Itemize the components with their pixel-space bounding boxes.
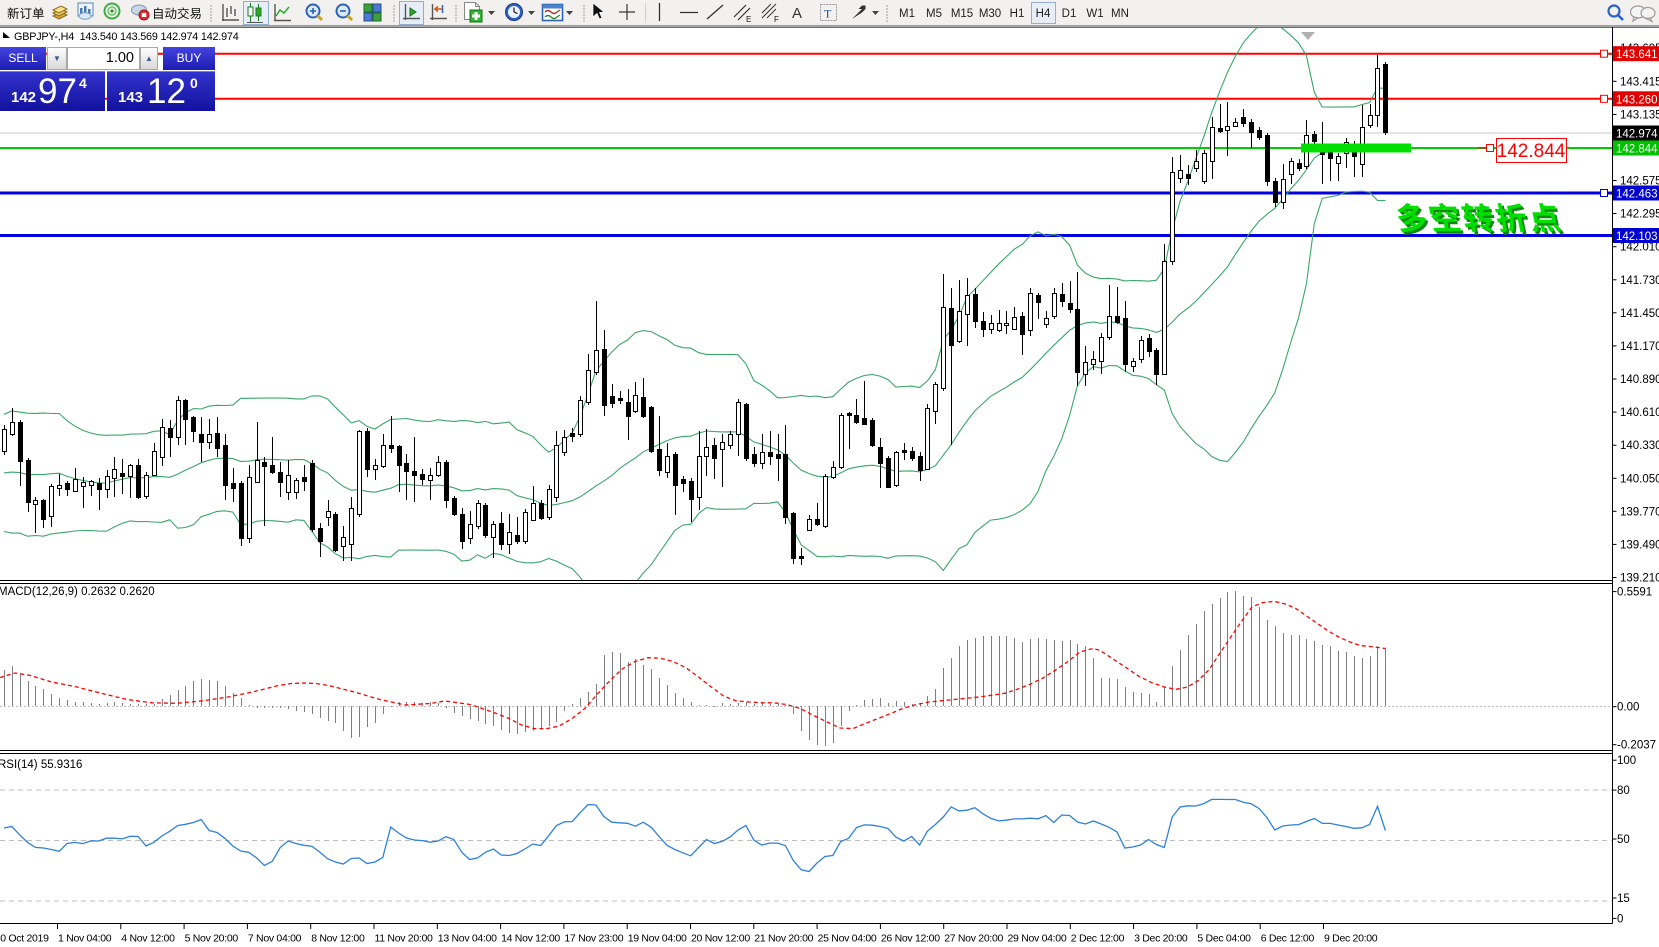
- svg-text:H1: H1: [1010, 8, 1025, 20]
- svg-text:6 Dec 12:00: 6 Dec 12:00: [1261, 933, 1315, 945]
- svg-text:141.170: 141.170: [1620, 341, 1659, 353]
- svg-text:9 Dec 20:00: 9 Dec 20:00: [1324, 933, 1378, 945]
- svg-text:0: 0: [1617, 913, 1623, 925]
- svg-text:0.5591: 0.5591: [1617, 587, 1652, 599]
- svg-text:140.610: 140.610: [1620, 407, 1659, 419]
- svg-text:27 Nov 20:00: 27 Nov 20:00: [944, 933, 1003, 945]
- svg-text:RSI(14) 55.9316: RSI(14) 55.9316: [0, 759, 82, 771]
- svg-text:A: A: [792, 5, 802, 22]
- svg-text:7 Nov 04:00: 7 Nov 04:00: [248, 933, 302, 945]
- svg-text:4 Nov 12:00: 4 Nov 12:00: [121, 933, 175, 945]
- svg-text:M15: M15: [951, 8, 973, 20]
- svg-text:20 Nov 12:00: 20 Nov 12:00: [691, 933, 750, 945]
- svg-text:80: 80: [1617, 785, 1630, 797]
- svg-text:143.641: 143.641: [1616, 49, 1658, 61]
- svg-text:143.135: 143.135: [1620, 109, 1659, 121]
- svg-text:F: F: [774, 15, 779, 24]
- svg-text:139.210: 139.210: [1620, 573, 1659, 585]
- svg-text:15: 15: [1617, 893, 1630, 905]
- svg-text:142.103: 142.103: [1616, 231, 1658, 243]
- svg-text:11 Nov 20:00: 11 Nov 20:00: [375, 933, 434, 945]
- svg-text:19 Nov 04:00: 19 Nov 04:00: [628, 933, 687, 945]
- svg-text:142.844: 142.844: [1497, 141, 1566, 162]
- svg-text:143.415: 143.415: [1620, 76, 1659, 88]
- svg-text:0.00: 0.00: [1617, 702, 1639, 714]
- svg-text:140.330: 140.330: [1620, 440, 1659, 452]
- svg-text:MACD(12,26,9) 0.2632 0.2620: MACD(12,26,9) 0.2632 0.2620: [0, 586, 155, 598]
- svg-text:142.575: 142.575: [1620, 176, 1659, 188]
- svg-text:29 Nov 04:00: 29 Nov 04:00: [1008, 933, 1067, 945]
- svg-text:14 Nov 12:00: 14 Nov 12:00: [501, 933, 560, 945]
- svg-text:142.844: 142.844: [1616, 144, 1658, 156]
- svg-text:142.010: 142.010: [1620, 242, 1659, 254]
- svg-text:GBPJPY-,H4 143.540 143.569 14: GBPJPY-,H4 143.540 143.569 142.974 142.9…: [14, 31, 239, 43]
- svg-text:140.890: 140.890: [1620, 374, 1659, 386]
- svg-text:1 Nov 04:00: 1 Nov 04:00: [58, 933, 112, 945]
- svg-text:143.260: 143.260: [1616, 94, 1658, 106]
- svg-text:D1: D1: [1062, 8, 1077, 20]
- svg-text:50: 50: [1617, 834, 1630, 846]
- svg-text:141.730: 141.730: [1620, 275, 1659, 287]
- svg-text:T: T: [824, 7, 832, 21]
- svg-text:139.490: 139.490: [1620, 539, 1659, 551]
- svg-text:E: E: [746, 15, 751, 24]
- svg-text:5 Nov 20:00: 5 Nov 20:00: [185, 933, 239, 945]
- svg-text:100: 100: [1617, 755, 1636, 767]
- svg-text:141.450: 141.450: [1620, 308, 1659, 320]
- svg-text:M1: M1: [899, 8, 915, 20]
- svg-text:3 Dec 20:00: 3 Dec 20:00: [1134, 933, 1188, 945]
- svg-text:M5: M5: [926, 8, 942, 20]
- svg-text:30 Oct 2019: 30 Oct 2019: [0, 933, 49, 945]
- svg-text:13 Nov 04:00: 13 Nov 04:00: [438, 933, 497, 945]
- svg-text:MN: MN: [1111, 8, 1129, 20]
- svg-text:M30: M30: [979, 8, 1001, 20]
- svg-text:140.050: 140.050: [1620, 473, 1659, 485]
- svg-text:H4: H4: [1036, 8, 1051, 20]
- svg-text:21 Nov 20:00: 21 Nov 20:00: [754, 933, 813, 945]
- svg-text:5 Dec 04:00: 5 Dec 04:00: [1197, 933, 1251, 945]
- svg-text:-0.2037: -0.2037: [1617, 740, 1656, 752]
- svg-text:17 Nov 23:00: 17 Nov 23:00: [564, 933, 623, 945]
- svg-text:8 Nov 12:00: 8 Nov 12:00: [311, 933, 365, 945]
- svg-text:2 Dec 12:00: 2 Dec 12:00: [1071, 933, 1125, 945]
- svg-text:142.295: 142.295: [1620, 209, 1659, 221]
- svg-text:25 Nov 04:00: 25 Nov 04:00: [818, 933, 877, 945]
- svg-text:26 Nov 12:00: 26 Nov 12:00: [881, 933, 940, 945]
- svg-text:142.463: 142.463: [1616, 189, 1658, 201]
- svg-text:142.974: 142.974: [1616, 129, 1658, 141]
- svg-text:W1: W1: [1086, 8, 1103, 20]
- svg-text:139.770: 139.770: [1620, 506, 1659, 518]
